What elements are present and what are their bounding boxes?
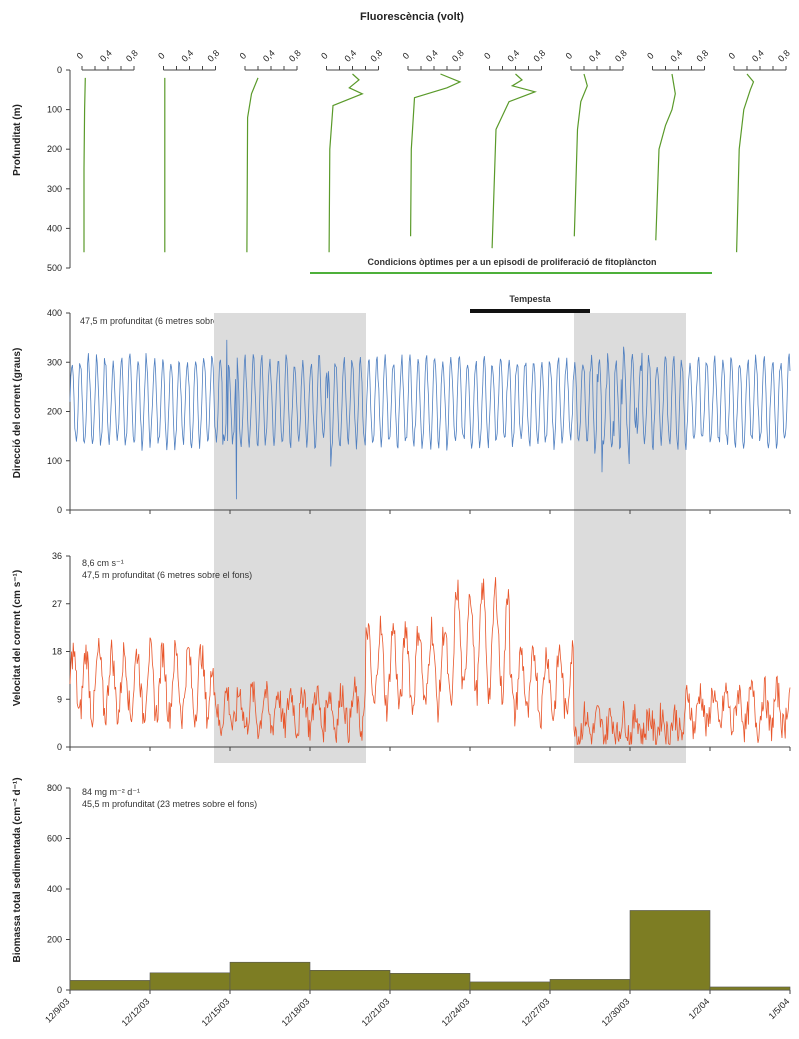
fluorescence-panel: Fluorescència (volt) Profunditat (m) 0 10… <box>12 11 792 274</box>
biomass-bar <box>709 986 791 991</box>
direction-tick-label: 0 <box>57 505 62 515</box>
profile-tick-label: 0 <box>401 51 412 62</box>
date-tick-label: 12/24/03 <box>440 996 472 1028</box>
profile-tick-label: 0,8 <box>287 48 303 64</box>
profile-tick-label: 0,8 <box>694 48 710 64</box>
shaded-period <box>574 313 686 763</box>
depth-tick-label: 200 <box>47 144 62 154</box>
biomass-annotation-2: 45,5 m profunditat (23 metres sobre el f… <box>82 799 257 809</box>
profile-tick-label: 0,8 <box>776 48 792 64</box>
profile-tick-label: 0,4 <box>587 48 603 64</box>
depth-axis-label: Profunditat (m) <box>12 104 23 176</box>
speed-tick-label: 18 <box>52 647 62 657</box>
fluorescence-profile <box>573 73 588 237</box>
direction-series <box>69 339 791 500</box>
profile-tick-label: 0,8 <box>450 48 466 64</box>
date-tick-label: 12/12/03 <box>120 996 152 1028</box>
profile-tick-label: 0,4 <box>261 48 277 64</box>
profile-tick-label: 0,4 <box>179 48 195 64</box>
depth-tick-label: 0 <box>57 65 62 75</box>
depth-tick-label: 300 <box>47 184 62 194</box>
profile-tick-label: 0 <box>238 51 249 62</box>
biomass-bar <box>469 981 551 991</box>
profile-tick-label: 0,4 <box>342 48 358 64</box>
fluorescence-profile <box>410 73 462 237</box>
profile-tick-label: 0,8 <box>205 48 221 64</box>
speed-tick-label: 27 <box>52 599 62 609</box>
fluorescence-profile <box>491 73 537 249</box>
biomass-panel: Biomassa total sedimentada (cm⁻² d⁻¹) 84… <box>12 777 791 1028</box>
biomass-bar <box>549 979 631 991</box>
biomass-axis-label: Biomassa total sedimentada (cm⁻² d⁻¹) <box>12 777 23 962</box>
profile-tick-label: 0,8 <box>531 48 547 64</box>
biomass-tick-label: 600 <box>47 834 62 844</box>
storm-label: Tempesta <box>509 294 551 304</box>
fluorescence-title: Fluorescència (volt) <box>360 11 464 23</box>
direction-tick-label: 100 <box>47 456 62 466</box>
depth-tick-label: 400 <box>47 223 62 233</box>
speed-tick-label: 9 <box>57 694 62 704</box>
profile-tick-label: 0 <box>319 51 330 62</box>
profile-tick-label: 0,4 <box>750 48 766 64</box>
profile-tick-label: 0,8 <box>368 48 384 64</box>
direction-annotation: 47,5 m profunditat (6 metres sobre el fo… <box>80 316 250 326</box>
profile-tick-label: 0,8 <box>613 48 629 64</box>
biomass-plot: 0 200 400 600 800 12/9/03 12/12/03 12/15/03 12/1… <box>43 783 791 1028</box>
fluorescence-profile <box>83 77 86 253</box>
date-tick-label: 1/2/04 <box>687 996 712 1021</box>
date-tick-label: 12/18/03 <box>280 996 312 1028</box>
biomass-bar <box>629 910 711 991</box>
depth-tick-label: 500 <box>47 263 62 273</box>
direction-axis-label: Direcció del corrent (graus) <box>12 348 23 479</box>
direction-tick-label: 200 <box>47 407 62 417</box>
speed-tick-label: 0 <box>57 742 62 752</box>
speed-tick-label: 36 <box>52 551 62 561</box>
fluorescence-profile <box>655 73 676 241</box>
profile-tick-label: 0,4 <box>505 48 521 64</box>
date-tick-label: 12/15/03 <box>200 996 232 1028</box>
date-tick-label: 12/21/03 <box>360 996 392 1028</box>
profile-tick-label: 0 <box>727 51 738 62</box>
biomass-bar <box>389 973 471 991</box>
profile-tick-label: 0,4 <box>98 48 114 64</box>
direction-tick-label: 300 <box>47 357 62 367</box>
date-tick-label: 12/30/03 <box>600 996 632 1028</box>
speed-annotation-1: 8,6 cm s⁻¹ <box>82 558 124 568</box>
depth-tick-label: 100 <box>47 105 62 115</box>
fluorescence-profile <box>736 73 755 253</box>
biomass-bar <box>229 961 311 991</box>
biomass-bar <box>149 972 231 991</box>
profile-tick-label: 0 <box>564 51 575 62</box>
profile-tick-label: 0,8 <box>124 48 140 64</box>
speed-series <box>69 577 791 745</box>
profile-tick-label: 0 <box>75 51 86 62</box>
fluorescence-profile <box>246 77 259 253</box>
speed-plot: 0 9 18 27 36 <box>52 551 791 752</box>
speed-axis-label: Velocitat del corrent (cm s⁻¹) <box>12 570 23 706</box>
date-tick-label: 12/9/03 <box>43 996 71 1024</box>
fluorescence-profiles: 0 100 200 300 400 500 0 0,4 0,8 0 0,4 0,8 0 0,4 0,8 0 0,… <box>47 48 792 274</box>
speed-panel: Velocitat del corrent (cm s⁻¹) 8,6 cm s⁻… <box>12 551 791 752</box>
biomass-tick-label: 0 <box>57 985 62 995</box>
biomass-tick-label: 800 <box>47 783 62 793</box>
biomass-annotation-1: 84 mg m⁻² d⁻¹ <box>82 787 140 797</box>
biomass-bar <box>69 980 151 991</box>
biomass-tick-label: 200 <box>47 935 62 945</box>
direction-tick-label: 400 <box>47 308 62 318</box>
profile-tick-label: 0,4 <box>424 48 440 64</box>
profile-tick-label: 0,4 <box>668 48 684 64</box>
profile-tick-label: 0 <box>156 51 167 62</box>
date-tick-label: 1/5/04 <box>767 996 792 1021</box>
bloom-annotation: Condicions òptimes per a un episodi de p… <box>367 257 656 267</box>
profile-tick-label: 0 <box>482 51 493 62</box>
biomass-tick-label: 400 <box>47 884 62 894</box>
date-tick-label: 12/27/03 <box>520 996 552 1028</box>
fluorescence-profile <box>328 73 364 253</box>
profile-tick-label: 0 <box>645 51 656 62</box>
speed-annotation-2: 47,5 m profunditat (6 metres sobre el fo… <box>82 570 252 580</box>
biomass-bar <box>309 970 391 991</box>
